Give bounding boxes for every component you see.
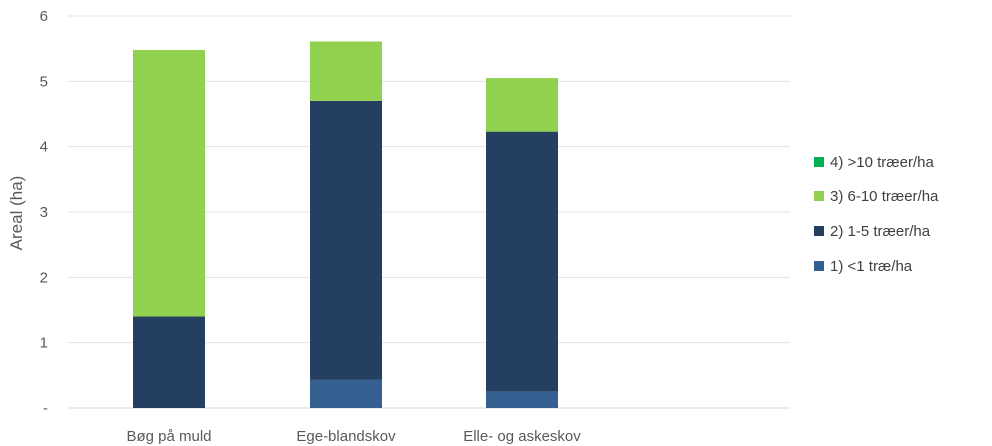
y-tick-label: 2 [40, 269, 48, 286]
legend-swatch [814, 191, 824, 201]
y-tick-label: 5 [40, 73, 48, 90]
y-tick-labels: - 1 2 3 4 5 6 [40, 8, 48, 417]
legend-label: 1) <1 træ/ha [830, 258, 913, 275]
legend-swatch [814, 157, 824, 167]
x-tick-labels: Bøg på muld Ege-blandskov Elle- og askesko… [126, 428, 581, 445]
y-tick-label: 3 [40, 204, 48, 221]
x-tick-label: Elle- og askeskov [463, 428, 581, 445]
bar-segment [310, 100, 382, 380]
legend-swatch [814, 226, 824, 236]
bar-segment [310, 41, 382, 101]
y-tick-label: 1 [40, 335, 48, 352]
legend: 4) >10 træer/ha 3) 6-10 træer/ha 2) 1-5 tr… [814, 154, 939, 275]
x-tick-label: Ege-blandskov [296, 428, 396, 445]
y-tick-label: 6 [40, 8, 48, 25]
legend-label: 2) 1-5 træer/ha [830, 223, 931, 240]
bar-segment [133, 49, 205, 317]
bars [133, 41, 558, 408]
bar-segment [486, 391, 558, 408]
bar-segment [310, 379, 382, 408]
legend-swatch [814, 261, 824, 271]
x-tick-label: Bøg på muld [126, 428, 211, 445]
y-axis-title: Areal (ha) [7, 176, 26, 251]
bar-segment [486, 78, 558, 132]
bar-segment [486, 131, 558, 392]
y-tick-label: 4 [40, 139, 48, 156]
bar-segment [133, 316, 205, 408]
legend-label: 4) >10 træer/ha [830, 154, 934, 171]
legend-label: 3) 6-10 træer/ha [830, 188, 939, 205]
y-tick-label: - [43, 400, 48, 417]
